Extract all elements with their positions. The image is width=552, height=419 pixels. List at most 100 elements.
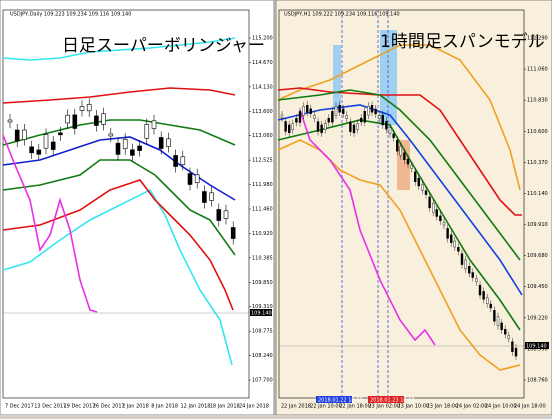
y-tick-label: 114.670	[252, 60, 273, 66]
right-window	[275, 0, 552, 416]
axis-markers	[316, 396, 404, 403]
candle	[158, 137, 164, 149]
x-tick-label: 12 Jan 2018	[181, 404, 211, 410]
right-overlays	[277, 10, 523, 398]
candle	[478, 284, 482, 296]
candle	[309, 108, 312, 114]
x-tick-label: 23 Jan 18:00	[427, 404, 459, 410]
left-plot	[2, 9, 250, 399]
candle	[374, 108, 377, 115]
x-tick-label: 2 Jan 2018	[122, 404, 149, 410]
candle	[392, 133, 395, 139]
candle	[194, 174, 200, 183]
candle	[500, 322, 503, 331]
candle	[122, 138, 128, 150]
y-tick-label: 110.920	[252, 231, 273, 237]
candle	[86, 104, 92, 112]
candle	[144, 124, 150, 139]
candle	[345, 115, 348, 119]
y-tick-label: 107.700	[252, 378, 273, 384]
x-tick-label: 23 Jan 10:00	[398, 404, 430, 410]
candle	[406, 158, 410, 165]
x-tick-label: 13 Dec 2017	[34, 404, 66, 410]
y-tick-label: 112.525	[252, 158, 273, 164]
candle	[331, 111, 334, 123]
candle	[79, 106, 85, 111]
candle	[493, 310, 496, 322]
y-tick-label: 109.850	[252, 280, 273, 286]
left-header: USDJPY,Daily 109.223 109.234 109.116 109…	[10, 12, 131, 18]
candle	[367, 105, 370, 116]
candle	[435, 209, 438, 217]
candle	[298, 111, 302, 123]
y-tick-label: 113.060	[252, 133, 273, 139]
price-tag	[525, 342, 549, 349]
candle	[334, 106, 338, 116]
x-tick-label: 7 Dec 2017	[5, 404, 34, 410]
marker-label: 2018.01.23 18:00	[370, 398, 415, 404]
y-tick-label: 114.130	[252, 84, 273, 90]
candle	[72, 114, 78, 129]
left-window	[0, 0, 275, 416]
candle	[65, 114, 70, 124]
y-tick-label: 110.600	[527, 129, 548, 135]
candle	[511, 341, 514, 352]
x-tick-label: 24 Jan 18:00	[514, 404, 546, 410]
y-tick-label: 108.775	[252, 329, 273, 335]
candle	[115, 142, 121, 155]
price-tag	[250, 309, 272, 316]
y-tick-label: 109.910	[527, 222, 548, 228]
candle	[414, 171, 417, 182]
y-tick-label: 108.240	[252, 353, 273, 359]
candle	[428, 196, 431, 209]
left-lines	[2, 37, 236, 366]
candle	[327, 117, 330, 123]
candle	[486, 297, 489, 304]
candle	[363, 110, 366, 123]
candle	[453, 240, 456, 248]
candle	[342, 108, 345, 115]
marker-label: 2018.01.22 18:00	[318, 398, 363, 404]
y-tick-label: 111.460	[252, 207, 273, 213]
candle	[496, 316, 500, 326]
candle	[137, 145, 142, 151]
candle	[187, 173, 193, 185]
candle	[280, 114, 284, 119]
candle	[471, 272, 474, 278]
candle	[352, 124, 356, 134]
candle	[338, 105, 341, 113]
candle	[457, 247, 460, 252]
y-tick-label: 111.980	[252, 182, 273, 188]
x-tick-label: 24 Jan 2018	[239, 404, 269, 410]
candles	[7, 98, 518, 361]
candle	[223, 210, 229, 219]
price-label: 109.140	[251, 311, 272, 317]
left-title: 日足スーパーボリンジャー	[62, 36, 265, 56]
candle	[370, 105, 374, 113]
x-tick-label: 24 Jan 02:00	[456, 404, 488, 410]
candle	[295, 118, 298, 123]
candle	[504, 329, 507, 335]
candle	[202, 191, 207, 203]
candle	[385, 121, 388, 130]
x-tick-label: 22 Jan 18:00	[339, 404, 371, 410]
candle	[381, 114, 384, 126]
y-tick-label: 110.830	[527, 98, 548, 104]
candle	[514, 347, 518, 357]
candle	[378, 115, 381, 119]
candle	[43, 134, 49, 149]
y-tick-label: 111.290	[527, 36, 548, 42]
y-tick-label: 108.760	[527, 378, 548, 384]
x-tick-label: 8 Jan 2018	[151, 404, 178, 410]
candle	[507, 335, 510, 339]
candle	[209, 192, 214, 201]
y-tick-label: 109.310	[252, 304, 273, 310]
candle	[403, 152, 406, 161]
candle	[399, 146, 402, 156]
right-header: USDJPY,H1 109.222 109.234 109.116 109.14…	[284, 12, 400, 18]
candle	[14, 129, 20, 142]
candle	[180, 156, 186, 165]
candle	[320, 124, 323, 134]
candle	[22, 129, 27, 140]
